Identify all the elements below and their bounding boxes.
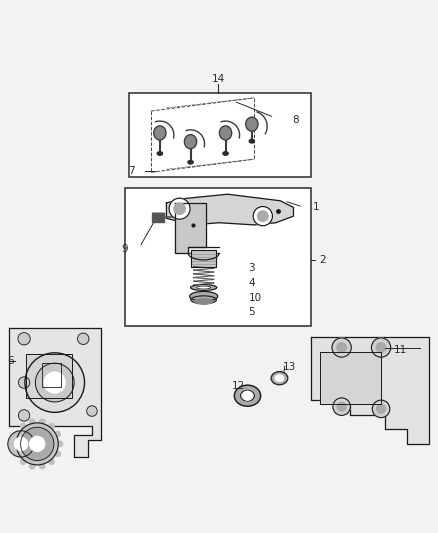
Text: 7: 7 [128, 166, 135, 176]
Circle shape [8, 431, 34, 457]
Bar [42, 363, 61, 387]
Circle shape [55, 451, 60, 456]
Ellipse shape [195, 299, 212, 304]
Text: 2: 2 [320, 255, 326, 265]
Circle shape [87, 406, 97, 416]
Polygon shape [9, 328, 101, 457]
Circle shape [55, 431, 60, 437]
Bar [191, 250, 216, 266]
Ellipse shape [197, 286, 211, 289]
Circle shape [333, 398, 350, 415]
Ellipse shape [246, 117, 258, 131]
Circle shape [332, 338, 351, 357]
Ellipse shape [191, 285, 217, 290]
Circle shape [371, 338, 391, 357]
Circle shape [78, 333, 89, 344]
Ellipse shape [190, 292, 218, 301]
Ellipse shape [191, 296, 216, 304]
Circle shape [29, 464, 35, 469]
Circle shape [377, 405, 385, 413]
Circle shape [337, 402, 346, 411]
Polygon shape [166, 194, 293, 225]
Bar [26, 354, 72, 398]
Ellipse shape [184, 135, 197, 149]
Ellipse shape [186, 136, 195, 147]
Ellipse shape [234, 385, 261, 406]
Circle shape [29, 419, 35, 424]
Circle shape [12, 441, 17, 447]
Text: 4: 4 [248, 278, 255, 288]
Text: 1: 1 [313, 203, 320, 212]
Ellipse shape [188, 160, 193, 164]
Circle shape [25, 353, 85, 413]
Bar [152, 213, 164, 222]
Bar [125, 188, 311, 326]
Ellipse shape [154, 126, 166, 140]
Circle shape [49, 459, 54, 464]
Circle shape [21, 427, 54, 461]
Circle shape [40, 464, 45, 469]
Circle shape [18, 333, 30, 345]
Circle shape [337, 343, 346, 352]
Ellipse shape [271, 372, 288, 385]
Polygon shape [311, 336, 429, 444]
Circle shape [372, 400, 390, 418]
Text: 13: 13 [283, 362, 296, 372]
Circle shape [40, 419, 45, 424]
Bar [191, 250, 216, 266]
Text: 12: 12 [232, 381, 245, 391]
Text: 5: 5 [248, 308, 255, 318]
Circle shape [174, 203, 185, 214]
Circle shape [57, 441, 63, 447]
Bar [129, 93, 311, 177]
Polygon shape [175, 203, 206, 253]
Circle shape [18, 377, 30, 388]
Bar [42, 363, 61, 387]
Ellipse shape [219, 126, 232, 140]
Text: 6: 6 [7, 356, 14, 366]
Text: 14: 14 [212, 74, 225, 84]
Circle shape [21, 459, 26, 464]
Ellipse shape [155, 127, 165, 139]
Text: 8: 8 [293, 115, 299, 125]
Ellipse shape [157, 152, 162, 155]
Bar [320, 352, 381, 405]
Text: 3: 3 [248, 263, 255, 273]
Circle shape [14, 451, 19, 456]
Ellipse shape [221, 127, 230, 139]
Ellipse shape [223, 152, 228, 155]
Circle shape [376, 343, 386, 352]
Circle shape [18, 410, 30, 421]
Bar [320, 352, 381, 405]
Circle shape [16, 423, 58, 465]
Circle shape [258, 211, 268, 221]
Circle shape [14, 437, 28, 450]
Text: 9: 9 [121, 244, 128, 254]
Circle shape [243, 391, 252, 400]
Circle shape [169, 198, 190, 219]
Ellipse shape [249, 140, 254, 143]
Circle shape [14, 431, 19, 437]
Circle shape [253, 206, 272, 226]
Circle shape [30, 437, 45, 451]
Circle shape [49, 423, 54, 429]
Ellipse shape [275, 375, 284, 382]
Ellipse shape [247, 118, 257, 130]
Circle shape [21, 423, 26, 429]
Circle shape [44, 372, 65, 393]
Ellipse shape [240, 390, 254, 401]
Circle shape [35, 363, 74, 402]
Text: 10: 10 [248, 294, 261, 303]
Bar [26, 354, 72, 398]
Text: 11: 11 [394, 345, 407, 355]
